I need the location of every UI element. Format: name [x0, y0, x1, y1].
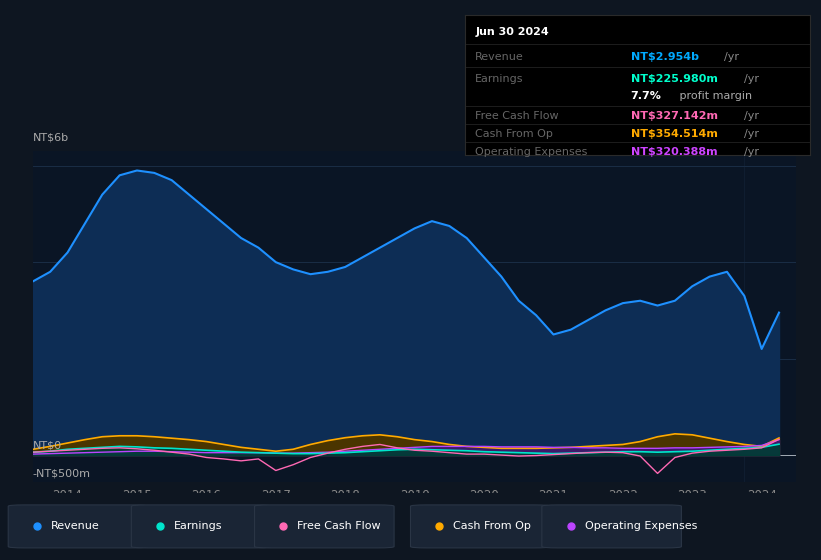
- Text: NT$2.954b: NT$2.954b: [631, 52, 699, 62]
- Text: /yr: /yr: [744, 129, 759, 139]
- FancyBboxPatch shape: [131, 505, 271, 548]
- Text: Operating Expenses: Operating Expenses: [475, 147, 588, 157]
- Text: NT$6b: NT$6b: [33, 133, 69, 143]
- FancyBboxPatch shape: [410, 505, 550, 548]
- Text: -NT$500m: -NT$500m: [33, 468, 91, 478]
- Text: Operating Expenses: Operating Expenses: [585, 521, 697, 531]
- Text: 7.7%: 7.7%: [631, 91, 662, 101]
- Text: /yr: /yr: [744, 147, 759, 157]
- FancyBboxPatch shape: [8, 505, 148, 548]
- Text: Free Cash Flow: Free Cash Flow: [475, 111, 559, 121]
- FancyBboxPatch shape: [255, 505, 394, 548]
- Text: Earnings: Earnings: [475, 74, 524, 85]
- Text: Free Cash Flow: Free Cash Flow: [297, 521, 381, 531]
- Text: Revenue: Revenue: [475, 52, 524, 62]
- Text: NT$225.980m: NT$225.980m: [631, 74, 718, 85]
- Text: NT$320.388m: NT$320.388m: [631, 147, 718, 157]
- Text: Earnings: Earnings: [174, 521, 222, 531]
- Text: /yr: /yr: [744, 111, 759, 121]
- Text: Cash From Op: Cash From Op: [453, 521, 531, 531]
- Text: NT$354.514m: NT$354.514m: [631, 129, 718, 139]
- Text: profit margin: profit margin: [677, 91, 752, 101]
- Text: Cash From Op: Cash From Op: [475, 129, 553, 139]
- Text: /yr: /yr: [724, 52, 740, 62]
- Text: NT$0: NT$0: [33, 440, 62, 450]
- Text: NT$327.142m: NT$327.142m: [631, 111, 718, 121]
- Text: Revenue: Revenue: [51, 521, 99, 531]
- Text: /yr: /yr: [744, 74, 759, 85]
- FancyBboxPatch shape: [542, 505, 681, 548]
- Text: Jun 30 2024: Jun 30 2024: [475, 27, 549, 37]
